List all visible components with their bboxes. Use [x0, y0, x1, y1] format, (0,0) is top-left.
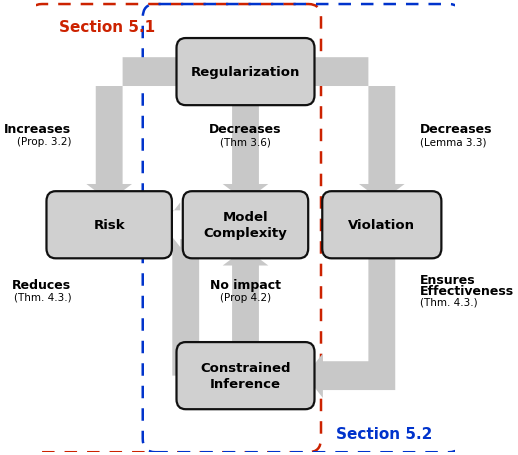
Polygon shape — [223, 249, 268, 352]
FancyBboxPatch shape — [183, 192, 308, 259]
FancyBboxPatch shape — [177, 39, 314, 106]
Text: Regularization: Regularization — [191, 66, 300, 79]
Text: No impact: No impact — [210, 278, 281, 291]
Text: Model
Complexity: Model Complexity — [204, 211, 287, 240]
FancyBboxPatch shape — [322, 192, 441, 259]
Text: (Prop 4.2): (Prop 4.2) — [220, 292, 271, 302]
Text: Effectiveness: Effectiveness — [420, 284, 514, 297]
Polygon shape — [305, 58, 405, 202]
Polygon shape — [223, 96, 268, 202]
FancyBboxPatch shape — [177, 342, 314, 410]
Text: Reduces: Reduces — [12, 278, 71, 291]
Text: (Thm. 4.3.): (Thm. 4.3.) — [420, 297, 477, 307]
Text: (Lemma 3.3): (Lemma 3.3) — [420, 137, 486, 147]
Text: Ensures: Ensures — [420, 273, 475, 286]
Text: Section 5.1: Section 5.1 — [59, 20, 155, 35]
Text: Constrained
Inference: Constrained Inference — [200, 361, 291, 390]
Text: (Thm. 4.3.): (Thm. 4.3.) — [14, 292, 71, 302]
Text: Violation: Violation — [348, 219, 415, 232]
Polygon shape — [87, 58, 186, 202]
Text: (Thm 3.6): (Thm 3.6) — [220, 137, 271, 147]
Polygon shape — [163, 203, 199, 376]
Text: Decreases: Decreases — [209, 123, 282, 136]
Polygon shape — [305, 249, 395, 398]
Text: Section 5.2: Section 5.2 — [336, 426, 432, 441]
Text: Decreases: Decreases — [420, 123, 492, 136]
Text: (Prop. 3.2): (Prop. 3.2) — [17, 137, 71, 147]
Text: Risk: Risk — [93, 219, 125, 232]
Text: Increases: Increases — [4, 123, 71, 136]
FancyBboxPatch shape — [47, 192, 172, 259]
